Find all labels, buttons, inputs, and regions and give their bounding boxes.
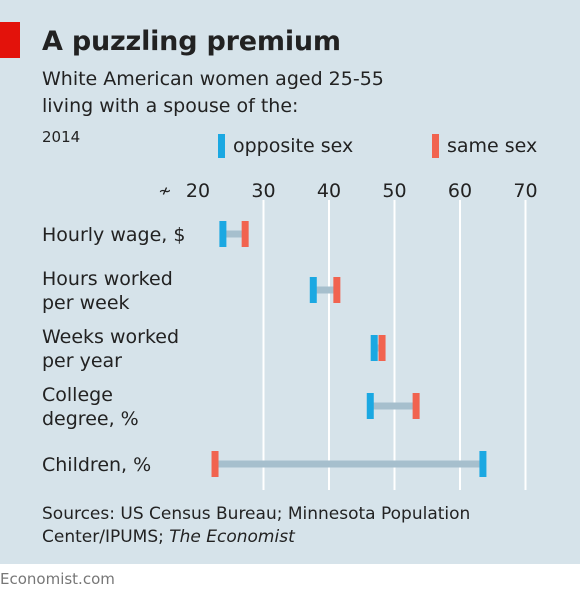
chart-subtitle-line-2: living with a spouse of the: — [42, 95, 299, 117]
row-label-weeks-worked-per-year-2: per year — [42, 350, 122, 372]
legend-swatch-same-sex — [432, 134, 439, 158]
x-tick-label-70: 70 — [513, 180, 537, 202]
chart-title: A puzzling premium — [42, 26, 341, 57]
legend-label-same-sex: same sex — [447, 135, 538, 157]
marker-opposite-sex-hourly-wage — [219, 221, 227, 247]
dot-range-chart: 20 30 40 50 60 70≁Hourly wage, $Hours workedp… — [42, 180, 538, 490]
x-tick-label-40: 40 — [317, 180, 341, 202]
row-label-hours-worked-per-week-2: per week — [42, 292, 130, 314]
sources-publisher: The Economist — [169, 527, 295, 547]
marker-same-sex-children — [211, 451, 219, 477]
marker-same-sex-hours-worked-per-week — [333, 277, 341, 303]
row-label-college-degree-1: College — [42, 384, 113, 406]
marker-opposite-sex-children — [479, 451, 487, 477]
row-label-hourly-wage-1: Hourly wage, $ — [42, 224, 185, 246]
sources-text: Sources: US Census Bureau; Minnesota Pop… — [42, 504, 471, 547]
sources-note: Sources: US Census Bureau; Minnesota Pop… — [42, 503, 562, 549]
row-label-hours-worked-per-week-1: Hours worked — [42, 268, 173, 290]
x-tick-label-20: 20 — [186, 180, 210, 202]
marker-same-sex-hourly-wage — [241, 221, 249, 247]
row-label-weeks-worked-per-year-1: Weeks worked — [42, 326, 179, 348]
chart-subtitle-line-1: White American women aged 25-55 — [42, 68, 384, 90]
x-tick-label-50: 50 — [382, 180, 406, 202]
legend-label-opposite-sex: opposite sex — [233, 135, 354, 157]
marker-opposite-sex-hours-worked-per-week — [309, 277, 317, 303]
year-label: 2014 — [42, 128, 81, 146]
axis-break-mark: ≁ — [158, 181, 171, 200]
legend-item-same-sex: same sex — [432, 134, 537, 158]
row-label-children-1: Children, % — [42, 454, 151, 476]
marker-opposite-sex-college-degree — [366, 393, 374, 419]
marker-opposite-sex-weeks-worked-per-year — [370, 335, 378, 361]
legend-item-opposite-sex: opposite sex — [218, 134, 353, 158]
marker-same-sex-weeks-worked-per-year — [378, 335, 386, 361]
row-label-college-degree-2: degree, % — [42, 408, 139, 430]
x-tick-label-60: 60 — [448, 180, 472, 202]
marker-same-sex-college-degree — [412, 393, 420, 419]
brand-red-tag — [0, 22, 20, 58]
legend-swatch-opposite-sex — [218, 134, 225, 158]
brand-footer: Economist.com — [0, 570, 115, 588]
x-tick-label-30: 30 — [251, 180, 275, 202]
